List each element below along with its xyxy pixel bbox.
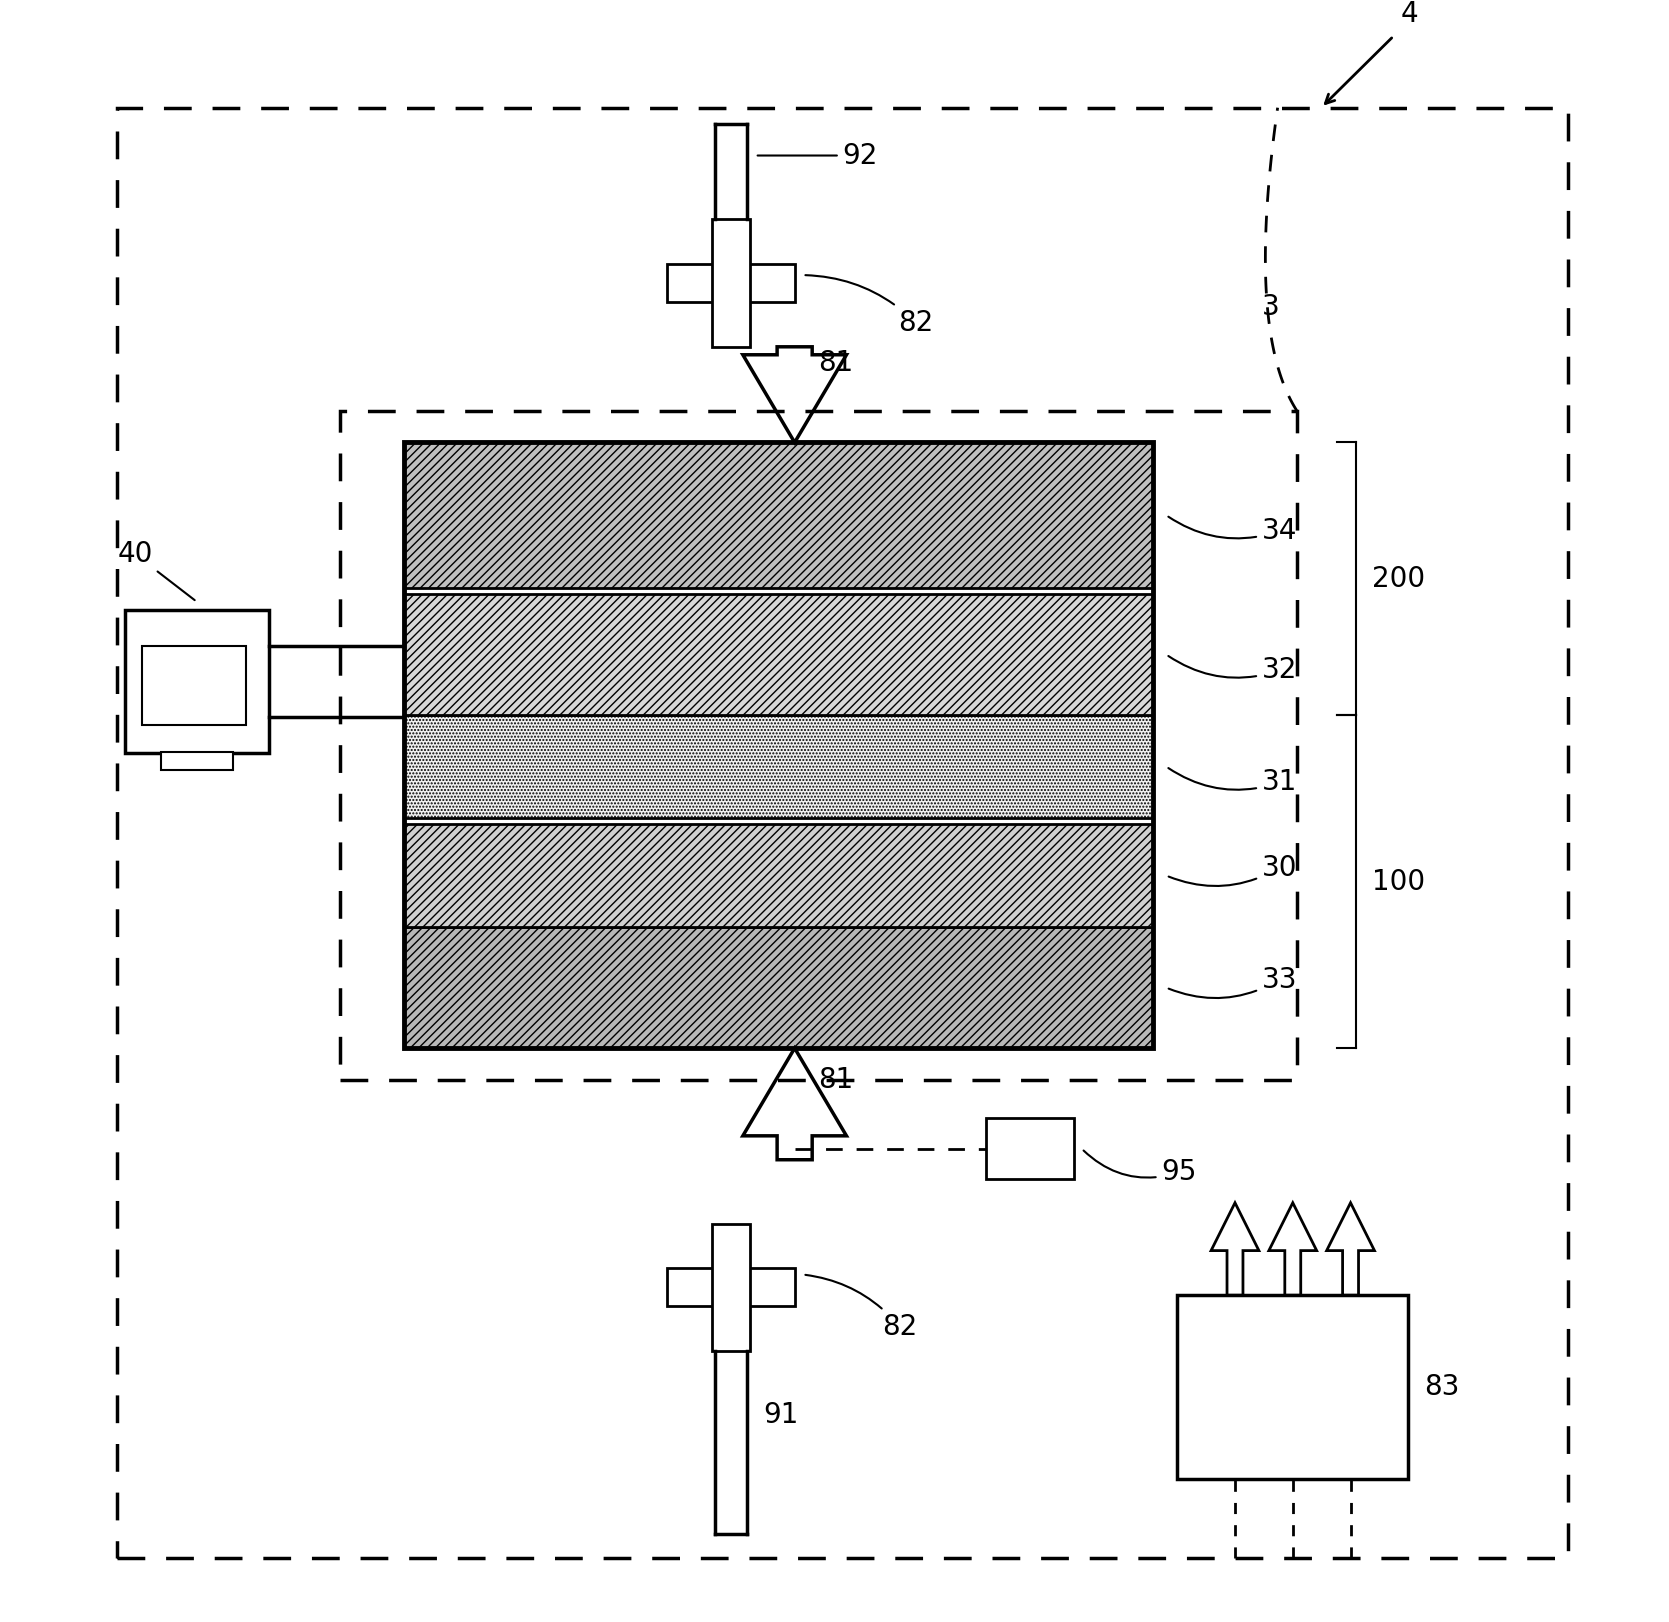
Bar (711, 1223, 749, 1351)
Text: 100: 100 (1372, 868, 1425, 895)
Bar (404, 443, 1153, 587)
Bar (404, 715, 1153, 817)
Text: 91: 91 (763, 1401, 798, 1429)
Text: 30: 30 (1168, 853, 1297, 886)
Bar (404, 928, 1153, 1048)
Bar (1177, 1296, 1409, 1479)
Text: 40: 40 (117, 540, 195, 600)
Bar (142, 646, 245, 725)
Bar (668, 1268, 794, 1306)
Text: 200: 200 (1372, 564, 1425, 592)
Text: 4: 4 (1400, 0, 1419, 28)
Bar (160, 753, 232, 770)
Text: 81: 81 (818, 349, 855, 376)
Text: 92: 92 (758, 141, 878, 170)
Text: 33: 33 (1168, 965, 1297, 998)
Text: 83: 83 (1424, 1372, 1460, 1401)
Bar (125, 610, 269, 753)
Text: 82: 82 (806, 1275, 918, 1341)
Bar (404, 443, 1153, 1048)
Text: 32: 32 (1168, 655, 1297, 684)
Bar (340, 410, 1297, 1080)
Bar (711, 219, 749, 347)
Text: 34: 34 (1168, 517, 1297, 545)
Text: 95: 95 (1083, 1150, 1197, 1186)
Text: 82: 82 (806, 276, 933, 337)
Text: 81: 81 (818, 1066, 855, 1095)
Bar (404, 594, 1153, 715)
Text: 31: 31 (1168, 769, 1297, 796)
Bar (986, 1118, 1073, 1179)
Bar (404, 824, 1153, 928)
Bar (668, 264, 794, 302)
Text: 3: 3 (1262, 294, 1280, 321)
